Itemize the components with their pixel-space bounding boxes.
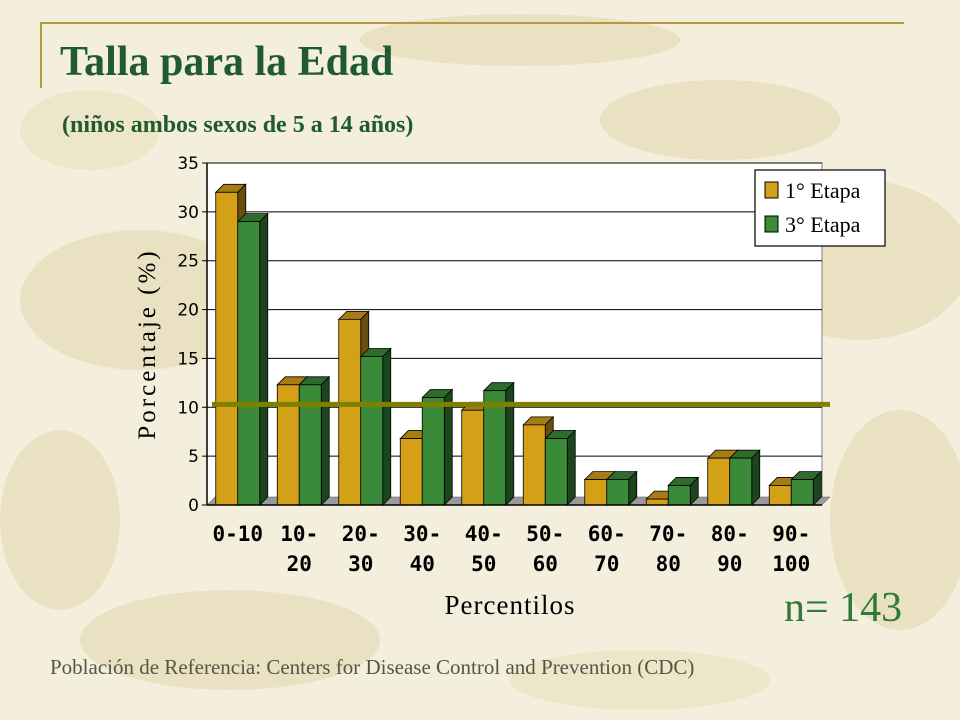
x-tick-label: 100 [772,552,810,576]
legend-swatch [764,181,779,199]
x-tick-label: 20- [342,522,380,546]
sample-size-label: n= 143 [784,585,903,631]
y-tick-label: 20 [177,301,199,321]
x-tick-label: 50- [526,522,564,546]
bar [215,191,239,506]
x-tick-label: 40 [410,552,435,576]
bar [421,397,445,506]
x-tick-label: 20 [287,552,312,576]
x-tick-label: 10- [280,522,318,546]
bar [461,409,485,506]
bar [667,485,691,506]
bar-side [320,375,330,506]
slide-subtitle: (niños ambos sexos de 5 a 14 años) [62,112,414,138]
bar [768,485,792,506]
y-tick-label: 35 [177,154,199,174]
legend-label: 1° Etapa [785,178,861,203]
x-tick-label: 70 [594,552,619,576]
bar [645,498,669,506]
y-tick-label: 0 [188,496,199,516]
bar-side [259,212,269,506]
y-tick-label: 30 [177,203,199,223]
legend-swatch [764,215,779,233]
reference-footnote: Población de Referencia: Centers for Dis… [50,655,695,679]
y-tick-label: 25 [177,252,199,272]
slide-title: Talla para la Edad [60,39,394,85]
x-tick-label: 70- [649,522,687,546]
x-tick-label: 30- [403,522,441,546]
bar [522,424,546,506]
bar [606,479,630,506]
frame-top-line [40,22,904,24]
x-tick-label: 50 [471,552,496,576]
bar [729,457,753,506]
x-tick-label: 90- [772,522,810,546]
bar [338,318,362,506]
x-tick-label: 30 [348,552,373,576]
bar [584,479,608,506]
y-tick-label: 10 [177,398,199,418]
y-tick-label: 5 [188,447,199,467]
bar [360,356,384,506]
bar [790,479,814,506]
x-tick-label: 80 [656,552,681,576]
bar-side [505,381,515,506]
bar [544,438,568,506]
bar-side [751,449,761,506]
bar-side [382,347,392,506]
y-tick-label: 15 [177,349,199,369]
x-axis-title: Percentilos [445,590,576,620]
y-axis-title: Porcentaje (%) [134,248,161,439]
x-tick-label: 0-10 [212,522,263,546]
x-tick-label: 80- [711,522,749,546]
bar-side [566,429,576,506]
bar [237,221,261,506]
x-tick-label: 40- [465,522,503,546]
x-tick-label: 60 [533,552,558,576]
frame-left-line [40,22,42,88]
bar [707,457,731,506]
legend-label: 3° Etapa [785,212,861,237]
x-tick-label: 90 [717,552,742,576]
bar [483,390,507,506]
x-tick-label: 60- [588,522,626,546]
bar [399,438,423,506]
